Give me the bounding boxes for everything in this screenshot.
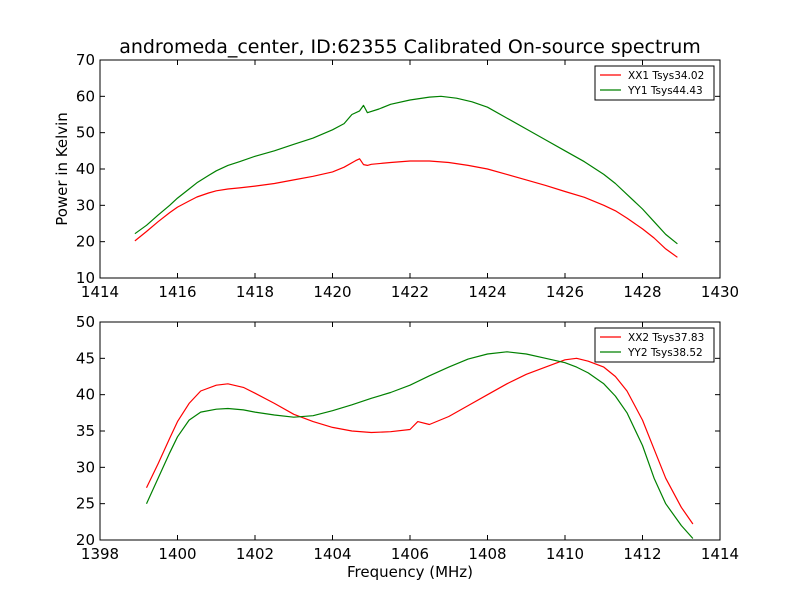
bottom-series-line-yy (145, 351, 694, 539)
top-legend-box (594, 65, 715, 101)
top-series-line-xx (134, 158, 678, 258)
bottom-axis-ticks: 1398 1400 1402 1404 1406 1408 1410 1412 1414 20 25… (76, 313, 739, 563)
top-axis-ticks: 1414 1416 1418 1420 1422 1424 1426 1428 1430 10 20… (76, 51, 739, 301)
top-x-tick-label: 1428 (623, 283, 661, 301)
bottom-y-tick-label: 35 (76, 422, 95, 440)
top-series-lines (134, 95, 678, 258)
bottom-y-tick-label: 30 (76, 458, 95, 476)
bottom-x-tick-label: 1400 (158, 545, 196, 563)
top-legend-entry: YY1 Tsys44.43 (627, 85, 703, 97)
top-x-tick-label: 1416 (158, 283, 196, 301)
top-series-line-yy (134, 95, 678, 245)
bottom-x-tick-label: 1404 (313, 545, 351, 563)
bottom-y-tick-label: 50 (76, 313, 95, 331)
bottom-y-tick-label: 40 (76, 386, 95, 404)
bottom-x-tick-label: 1408 (468, 545, 506, 563)
top-x-tick-label: 1420 (313, 283, 351, 301)
top-x-tick-label: 1426 (546, 283, 584, 301)
bottom-panel: 1398 1400 1402 1404 1406 1408 1410 1412 1414 20 25… (76, 313, 739, 581)
x-axis-label: Frequency (MHz) (347, 563, 473, 581)
top-y-tick-label: 70 (76, 51, 95, 69)
y-axis-label: Power in Kelvin (53, 112, 71, 226)
bottom-series-lines (145, 351, 694, 539)
top-x-tick-label: 1414 (81, 283, 119, 301)
top-y-tick-label: 10 (76, 269, 95, 287)
top-x-tick-label: 1422 (391, 283, 429, 301)
bottom-legend-box (594, 327, 715, 363)
bottom-series-line-xx (145, 357, 694, 525)
bottom-x-tick-label: 1414 (701, 545, 739, 563)
top-y-tick-label: 50 (76, 124, 95, 142)
bottom-legend-entry: XX2 Tsys37.83 (628, 332, 704, 344)
top-x-tick-label: 1424 (468, 283, 506, 301)
top-y-tick-label: 20 (76, 233, 95, 251)
bottom-legend: XX2 Tsys37.83 YY2 Tsys38.52 (594, 327, 715, 363)
bottom-y-tick-label: 20 (76, 531, 95, 549)
top-y-tick-label: 60 (76, 87, 95, 105)
bottom-x-tick-label: 1398 (81, 545, 119, 563)
bottom-legend-entry: YY2 Tsys38.52 (627, 347, 703, 359)
top-x-tick-label: 1418 (236, 283, 274, 301)
bottom-x-tick-label: 1410 (546, 545, 584, 563)
top-x-tick-label: 1430 (701, 283, 739, 301)
top-legend: XX1 Tsys34.02 YY1 Tsys44.43 (594, 65, 715, 101)
top-panel: 1414 1416 1418 1420 1422 1424 1426 1428 1430 10 20… (53, 36, 739, 301)
chart-title: andromeda_center, ID:62355 Calibrated On… (119, 36, 701, 58)
top-y-tick-label: 30 (76, 196, 95, 214)
bottom-x-tick-label: 1406 (391, 545, 429, 563)
top-legend-entry: XX1 Tsys34.02 (628, 70, 704, 82)
bottom-x-tick-label: 1402 (236, 545, 274, 563)
bottom-y-tick-label: 25 (76, 495, 95, 513)
bottom-y-tick-label: 45 (76, 349, 95, 367)
bottom-x-tick-label: 1412 (623, 545, 661, 563)
top-y-tick-label: 40 (76, 160, 95, 178)
